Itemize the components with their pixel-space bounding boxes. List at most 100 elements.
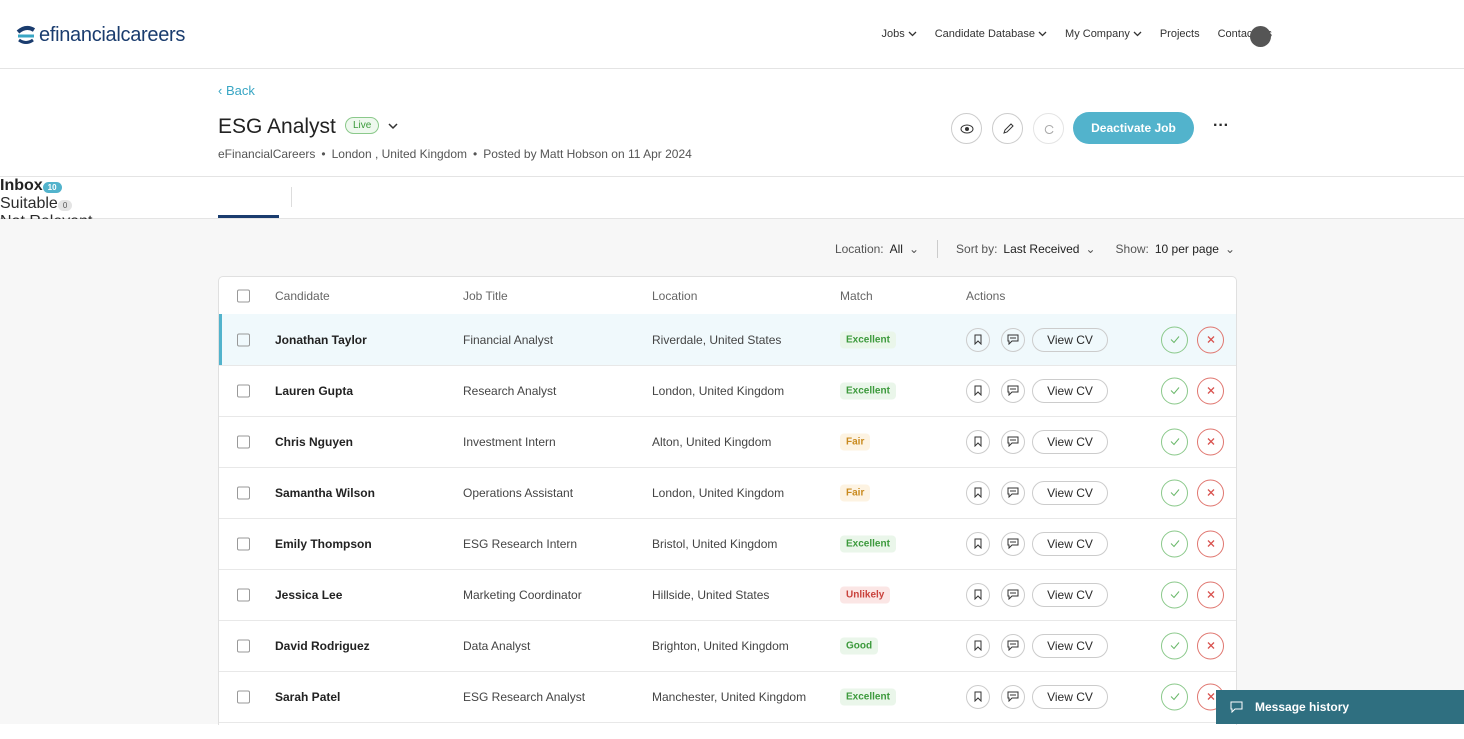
accept-button[interactable] <box>1161 581 1188 608</box>
nav-link[interactable]: Candidate Database <box>935 28 1047 40</box>
nav-link[interactable]: Jobs <box>881 28 917 40</box>
checkbox[interactable] <box>237 588 250 601</box>
reject-button[interactable] <box>1197 581 1224 608</box>
preview-button[interactable] <box>951 113 982 144</box>
nav-link-text[interactable]: Candidate Database <box>934 28 1036 40</box>
message-button[interactable] <box>1001 633 1025 658</box>
checkbox[interactable] <box>237 690 250 703</box>
tab-underline <box>218 215 279 218</box>
accept-button[interactable] <box>1161 479 1188 506</box>
message-button[interactable] <box>1001 327 1025 352</box>
view-cv-button[interactable]: View CV <box>1032 633 1108 658</box>
message-button[interactable] <box>1001 684 1025 709</box>
tab-label[interactable]: Inbox <box>0 177 43 194</box>
shortlist-button[interactable] <box>966 633 990 658</box>
match-badge: Excellent <box>840 331 896 348</box>
back-link[interactable]: ‹ Back <box>218 83 255 98</box>
shortlist-button[interactable] <box>966 378 990 403</box>
accept-button[interactable] <box>1161 326 1188 353</box>
view-cv-button[interactable]: View CV <box>1032 531 1108 556</box>
candidate-row: Emily Thompson ESG Research Intern Bristol… <box>219 518 1236 570</box>
logo[interactable]: efinancialcareers <box>39 24 186 46</box>
view-cv-button[interactable]: View CV <box>1032 582 1108 607</box>
show-filter[interactable]: 10 per page <box>1154 242 1219 256</box>
match-badge: Fair <box>840 484 871 501</box>
candidate-name[interactable]: Emily Thompson <box>275 536 372 551</box>
message-button[interactable] <box>1001 429 1025 454</box>
shortlist-button[interactable] <box>966 582 990 607</box>
checkbox[interactable] <box>237 537 250 550</box>
match-badge: Excellent <box>840 382 896 399</box>
filters: Location: All ⌄ Sort by: Last Received ⌄ Sho… <box>834 240 1235 258</box>
checkbox[interactable] <box>237 333 250 346</box>
back-text[interactable]: Back <box>225 83 255 98</box>
shortlist-button[interactable] <box>966 480 990 505</box>
location: London, United Kingdom <box>652 485 785 500</box>
job-title: ESG Research Analyst <box>463 689 586 704</box>
accept-button[interactable] <box>1161 530 1188 557</box>
view-cv-button[interactable]: View CV <box>1032 684 1108 709</box>
accept-button[interactable] <box>1161 632 1188 659</box>
location: Bristol, United Kingdom <box>652 536 778 551</box>
shortlist-button[interactable] <box>966 327 990 352</box>
job-title: Investment Intern <box>463 434 556 449</box>
more-button[interactable]: ··· <box>1213 117 1229 134</box>
nav-link[interactable]: My Company <box>1065 28 1142 40</box>
view-cv-button[interactable]: View CV <box>1032 429 1108 454</box>
nav-link[interactable]: Projects <box>1160 28 1200 40</box>
sort-filter[interactable]: Last Received <box>1003 242 1080 256</box>
candidate-name[interactable]: Chris Nguyen <box>275 434 354 449</box>
checkbox[interactable] <box>237 435 250 448</box>
view-cv-button[interactable]: View CV <box>1032 378 1108 403</box>
avatar[interactable] <box>1250 26 1271 47</box>
message-button[interactable] <box>1001 582 1025 607</box>
message-history[interactable]: Message history <box>1216 690 1464 724</box>
job-title: ESG Analyst <box>218 115 336 138</box>
candidate-row: Jessica Lee Marketing Coordinator Hillside… <box>219 569 1236 621</box>
reject-button[interactable] <box>1197 530 1224 557</box>
message-button[interactable] <box>1001 378 1025 403</box>
table-header: Candidate Job Title Location Match Actions <box>219 277 1236 315</box>
refresh-button[interactable] <box>1033 113 1064 144</box>
message-button[interactable] <box>1001 531 1025 556</box>
shortlist-button[interactable] <box>966 531 990 556</box>
location-filter[interactable]: All <box>889 242 903 256</box>
accept-button[interactable] <box>1161 683 1188 710</box>
reject-button[interactable] <box>1197 326 1224 353</box>
checkbox[interactable] <box>237 289 250 302</box>
view-cv-button[interactable]: View CV <box>1032 480 1108 505</box>
message-history-text[interactable]: Message history <box>1255 700 1350 714</box>
reject-button[interactable] <box>1197 632 1224 659</box>
job-title: Operations Assistant <box>463 485 574 500</box>
edit-button[interactable] <box>992 113 1023 144</box>
deactivate-button[interactable]: Deactivate Job <box>1073 112 1194 144</box>
candidate-name[interactable]: Samantha Wilson <box>275 485 375 500</box>
checkbox[interactable] <box>237 384 250 397</box>
reject-button[interactable] <box>1197 377 1224 404</box>
accept-button[interactable] <box>1161 428 1188 455</box>
candidate-name[interactable]: Lauren Gupta <box>275 383 354 398</box>
tab[interactable]: Inbox 10 <box>0 177 1464 195</box>
shortlist-button[interactable] <box>966 684 990 709</box>
nav-link-text[interactable]: My Company <box>1065 28 1130 40</box>
candidate-name[interactable]: Jessica Lee <box>275 587 343 602</box>
tab[interactable]: Suitable 0 <box>0 195 1464 213</box>
location: London, United Kingdom <box>652 383 785 398</box>
view-cv-button[interactable]: View CV <box>1032 327 1108 352</box>
nav-link-text[interactable]: Projects <box>1159 28 1200 40</box>
nav-link-text[interactable]: Jobs <box>881 28 905 40</box>
checkbox[interactable] <box>237 639 250 652</box>
status-dropdown[interactable] <box>388 122 398 130</box>
tab-label[interactable]: Suitable <box>0 195 58 212</box>
message-button[interactable] <box>1001 480 1025 505</box>
candidate-row: Sarah Patel ESG Research Analyst Mancheste… <box>219 671 1236 723</box>
candidate-name[interactable]: David Rodriguez <box>275 638 370 653</box>
candidate-name[interactable]: Jonathan Taylor <box>275 332 367 347</box>
shortlist-button[interactable] <box>966 429 990 454</box>
accept-button[interactable] <box>1161 377 1188 404</box>
candidate-name[interactable]: Sarah Patel <box>275 689 341 704</box>
reject-button[interactable] <box>1197 428 1224 455</box>
reject-button[interactable] <box>1197 479 1224 506</box>
checkbox[interactable] <box>237 486 250 499</box>
company: eFinancialCareers <box>218 147 316 161</box>
